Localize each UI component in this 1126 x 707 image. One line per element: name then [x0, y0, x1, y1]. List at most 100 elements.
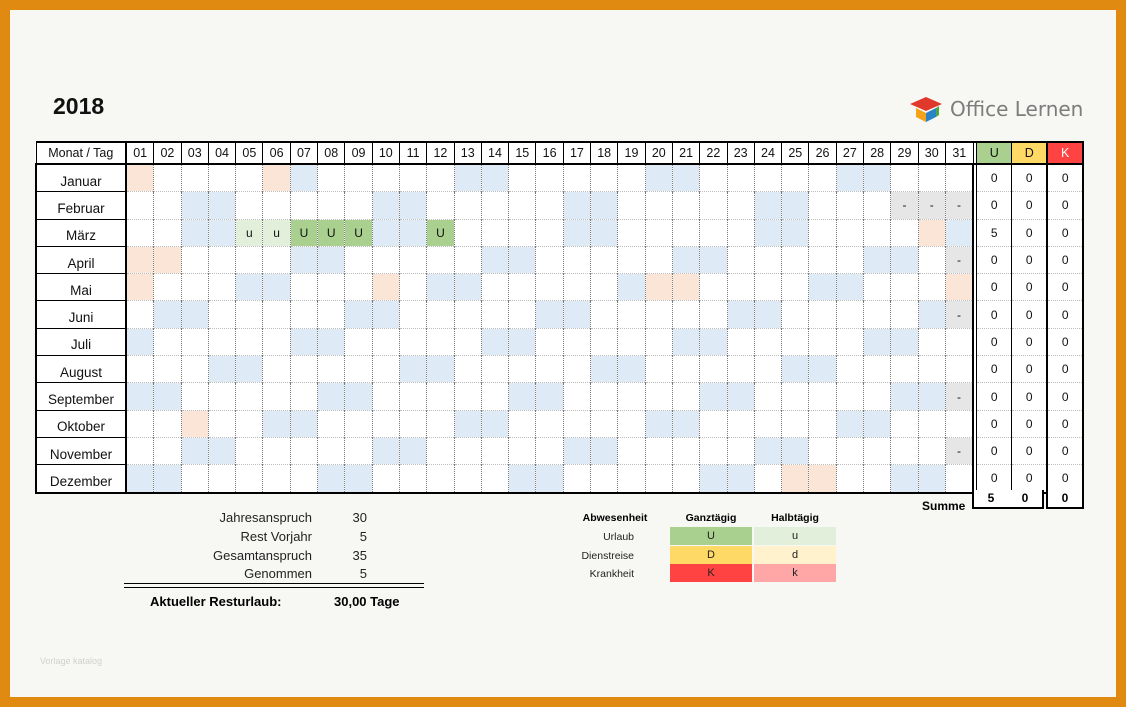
day-cell[interactable] [753, 218, 782, 247]
day-cell[interactable] [726, 355, 755, 383]
day-cell[interactable] [835, 245, 864, 274]
day-cell[interactable] [617, 245, 646, 274]
day-cell[interactable] [262, 300, 291, 329]
day-cell[interactable] [207, 327, 236, 356]
day-cell[interactable] [180, 355, 209, 383]
day-cell[interactable] [508, 218, 536, 247]
day-cell[interactable] [180, 464, 209, 494]
day-cell[interactable] [125, 436, 154, 465]
day-cell[interactable] [262, 409, 291, 438]
day-cell[interactable] [781, 218, 809, 247]
day-cell[interactable] [508, 327, 536, 356]
day-cell[interactable] [371, 245, 400, 274]
day-cell[interactable] [753, 436, 782, 465]
day-cell[interactable] [180, 218, 209, 247]
day-cell[interactable] [508, 245, 536, 274]
day-cell[interactable] [863, 191, 891, 220]
day-cell[interactable] [535, 218, 564, 247]
day-cell[interactable] [835, 409, 864, 438]
day-cell[interactable] [699, 409, 728, 438]
day-cell[interactable] [289, 163, 318, 192]
day-cell[interactable] [781, 273, 809, 301]
day-cell[interactable] [753, 464, 782, 494]
day-cell[interactable] [371, 191, 400, 220]
day-cell[interactable] [590, 382, 618, 411]
day-cell[interactable] [726, 163, 755, 192]
day-cell[interactable] [125, 245, 154, 274]
day-cell[interactable] [671, 300, 700, 329]
day-cell[interactable] [317, 355, 345, 383]
day-cell[interactable] [890, 409, 919, 438]
day-cell[interactable] [398, 382, 427, 411]
day-cell[interactable] [480, 436, 509, 465]
day-cell[interactable] [426, 245, 455, 274]
day-cell[interactable] [699, 382, 728, 411]
day-cell[interactable] [562, 327, 591, 356]
day-cell[interactable] [535, 273, 564, 301]
day-cell[interactable] [371, 464, 400, 494]
day-cell[interactable] [480, 245, 509, 274]
day-cell[interactable] [125, 218, 154, 247]
day-cell[interactable] [180, 245, 209, 274]
day-cell[interactable] [671, 191, 700, 220]
day-cell[interactable] [808, 218, 837, 247]
day-cell[interactable] [808, 245, 837, 274]
day-cell[interactable] [835, 355, 864, 383]
day-cell[interactable] [671, 245, 700, 274]
day-cell[interactable] [153, 409, 182, 438]
day-cell[interactable] [453, 300, 482, 329]
day-cell[interactable] [153, 218, 182, 247]
day-cell[interactable] [781, 355, 809, 383]
day-cell[interactable] [398, 327, 427, 356]
day-cell[interactable] [617, 436, 646, 465]
day-cell[interactable] [890, 300, 919, 329]
day-cell[interactable] [453, 464, 482, 494]
day-cell[interactable] [617, 382, 646, 411]
day-cell[interactable] [207, 409, 236, 438]
day-cell[interactable] [535, 245, 564, 274]
day-cell[interactable] [262, 273, 291, 301]
day-cell[interactable] [699, 355, 728, 383]
day-cell[interactable] [590, 245, 618, 274]
day-cell[interactable] [153, 327, 182, 356]
day-cell[interactable] [508, 163, 536, 192]
day-cell[interactable] [508, 273, 536, 301]
day-cell[interactable] [180, 382, 209, 411]
day-cell[interactable] [944, 273, 974, 301]
day-cell[interactable] [753, 327, 782, 356]
day-cell[interactable] [890, 163, 919, 192]
day-cell[interactable]: - [917, 191, 946, 220]
day-cell[interactable] [289, 436, 318, 465]
day-cell[interactable] [207, 273, 236, 301]
day-cell[interactable] [235, 191, 263, 220]
day-cell[interactable] [944, 163, 974, 192]
day-cell[interactable] [753, 163, 782, 192]
day-cell[interactable] [781, 191, 809, 220]
day-cell[interactable] [317, 464, 345, 494]
day-cell[interactable] [371, 327, 400, 356]
day-cell[interactable] [890, 327, 919, 356]
day-cell[interactable] [835, 300, 864, 329]
day-cell[interactable] [726, 191, 755, 220]
day-cell[interactable] [781, 464, 809, 494]
day-cell[interactable] [398, 355, 427, 383]
day-cell[interactable] [480, 273, 509, 301]
day-cell[interactable] [125, 163, 154, 192]
day-cell[interactable] [699, 436, 728, 465]
day-cell[interactable] [371, 218, 400, 247]
day-cell[interactable] [890, 245, 919, 274]
day-cell[interactable] [562, 191, 591, 220]
day-cell[interactable] [699, 191, 728, 220]
day-cell[interactable] [508, 409, 536, 438]
day-cell[interactable] [398, 191, 427, 220]
day-cell[interactable] [426, 163, 455, 192]
day-cell[interactable]: u [262, 218, 291, 247]
day-cell[interactable] [153, 382, 182, 411]
day-cell[interactable] [562, 218, 591, 247]
day-cell[interactable]: U [317, 218, 345, 247]
day-cell[interactable] [808, 355, 837, 383]
day-cell[interactable] [426, 191, 455, 220]
day-cell[interactable] [699, 218, 728, 247]
day-cell[interactable] [153, 191, 182, 220]
day-cell[interactable] [207, 163, 236, 192]
